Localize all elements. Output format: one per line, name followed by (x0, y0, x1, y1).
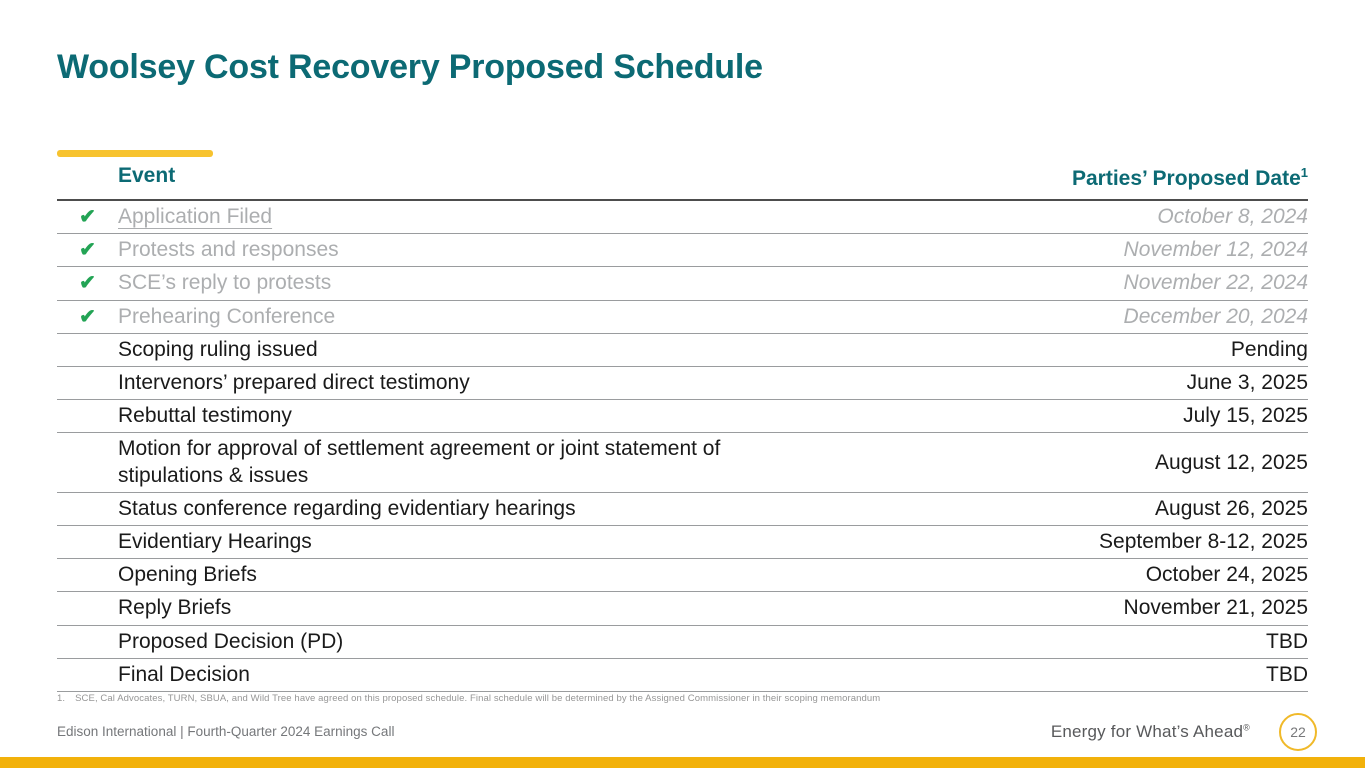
date-value: September 8-12, 2025 (972, 525, 1308, 560)
table-row: Motion for approval of settlement agreem… (57, 432, 1308, 493)
event-cell: Status conference regarding evidentiary … (118, 492, 973, 527)
check-icon (57, 558, 118, 593)
schedule-table: Event Parties’ Proposed Date1 ✔ Applicat… (57, 158, 1308, 693)
check-icon (57, 333, 118, 368)
slide-title: Woolsey Cost Recovery Proposed Schedule (57, 48, 763, 86)
event-cell: Evidentiary Hearings (118, 525, 973, 560)
event-cell: Intervenors’ prepared direct testimony (118, 366, 973, 401)
footnote-marker: 1. (57, 693, 66, 704)
check-icon: ✔ (57, 266, 118, 301)
event-cell: Scoping ruling issued (118, 333, 973, 368)
date-value: August 26, 2025 (972, 492, 1308, 527)
date-value: Pending (972, 333, 1308, 368)
footnote-text: SCE, Cal Advocates, TURN, SBUA, and Wild… (75, 693, 881, 704)
event-cell: Opening Briefs (118, 558, 973, 593)
date-column-header-label: Parties’ Proposed Date (1072, 167, 1301, 190)
event-cell: Proposed Decision (PD) (118, 625, 973, 659)
event-label: Protests and responses (118, 238, 339, 262)
event-cell: SCE’s reply to protests (118, 266, 973, 301)
check-icon (57, 625, 118, 659)
table-row: ✔ Protests and responses November 12, 20… (57, 233, 1308, 268)
date-value: November 22, 2024 (972, 266, 1308, 301)
date-value: August 12, 2025 (972, 432, 1308, 493)
event-label: Intervenors’ prepared direct testimony (118, 371, 470, 395)
table-row: ✔ Prehearing Conference December 20, 202… (57, 300, 1308, 334)
event-label: Evidentiary Hearings (118, 530, 312, 554)
table-row: ✔ SCE’s reply to protests November 22, 2… (57, 266, 1308, 301)
event-cell: Application Filed (118, 200, 973, 235)
page-number-badge: 22 (1279, 713, 1317, 751)
check-icon (57, 366, 118, 401)
brand-tagline-text: Energy for What’s Ahead (1050, 722, 1244, 741)
event-cell: Prehearing Conference (118, 300, 973, 334)
event-label: Status conference regarding evidentiary … (118, 496, 576, 520)
check-icon (57, 432, 118, 493)
table-row: Evidentiary Hearings September 8-12, 202… (57, 525, 1308, 560)
event-label: Motion for approval of settlement agreem… (118, 437, 721, 487)
event-cell: Final Decision (118, 658, 973, 693)
table-row: Rebuttal testimony July 15, 2025 (57, 399, 1308, 434)
footer-source-line: Edison International | Fourth-Quarter 20… (57, 724, 395, 739)
check-icon (57, 525, 118, 560)
date-column-header: Parties’ Proposed Date1 (972, 158, 1308, 201)
event-label: Prehearing Conference (118, 304, 336, 328)
table-row: Reply Briefs November 21, 2025 (57, 591, 1308, 626)
bottom-accent-bar (0, 757, 1365, 768)
table-row: Opening Briefs October 24, 2025 (57, 558, 1308, 593)
event-cell: Protests and responses (118, 233, 973, 268)
date-value: TBD (972, 625, 1308, 659)
date-value: October 8, 2024 (972, 200, 1308, 235)
table-header-row: Event Parties’ Proposed Date1 (57, 158, 1308, 201)
footnote: 1. SCE, Cal Advocates, TURN, SBUA, and Wi… (57, 693, 880, 704)
event-label: SCE’s reply to protests (118, 271, 332, 295)
date-value: TBD (972, 658, 1308, 693)
check-icon (57, 658, 118, 693)
date-value: June 3, 2025 (972, 366, 1308, 401)
check-icon: ✔ (57, 200, 118, 235)
date-value: July 15, 2025 (972, 399, 1308, 434)
brand-tagline: Energy for What’s Ahead® (1051, 722, 1250, 742)
event-label[interactable]: Application Filed (118, 205, 273, 228)
table-row: Proposed Decision (PD) TBD (57, 625, 1308, 659)
check-icon (57, 492, 118, 527)
event-label: Proposed Decision (PD) (118, 629, 344, 653)
table-row: Final Decision TBD (57, 658, 1308, 693)
schedule-table-container: Event Parties’ Proposed Date1 ✔ Applicat… (57, 158, 1308, 693)
registered-mark-icon: ® (1243, 722, 1250, 733)
check-icon (57, 591, 118, 626)
event-label: Reply Briefs (118, 596, 232, 620)
table-row: Scoping ruling issued Pending (57, 333, 1308, 368)
table-row: Status conference regarding evidentiary … (57, 492, 1308, 527)
footer-right: Energy for What’s Ahead® 22 (1051, 713, 1317, 751)
date-value: November 21, 2025 (972, 591, 1308, 626)
check-icon: ✔ (57, 300, 118, 334)
event-cell: Motion for approval of settlement agreem… (118, 432, 973, 493)
check-column-header (57, 158, 118, 201)
date-value: November 12, 2024 (972, 233, 1308, 268)
accent-bar (57, 150, 213, 157)
footnote-reference: 1 (1300, 165, 1308, 180)
event-label: Final Decision (118, 662, 250, 686)
event-label: Rebuttal testimony (118, 404, 292, 428)
event-label: Opening Briefs (118, 563, 257, 587)
event-cell: Reply Briefs (118, 591, 973, 626)
table-row: Intervenors’ prepared direct testimony J… (57, 366, 1308, 401)
event-cell: Rebuttal testimony (118, 399, 973, 434)
check-icon: ✔ (57, 233, 118, 268)
event-column-header: Event (118, 158, 973, 201)
schedule-table-body: ✔ Application Filed October 8, 2024 ✔ Pr… (57, 200, 1308, 693)
date-value: December 20, 2024 (972, 300, 1308, 334)
date-value: October 24, 2025 (972, 558, 1308, 593)
check-icon (57, 399, 118, 434)
event-label: Scoping ruling issued (118, 337, 318, 361)
table-row: ✔ Application Filed October 8, 2024 (57, 200, 1308, 235)
